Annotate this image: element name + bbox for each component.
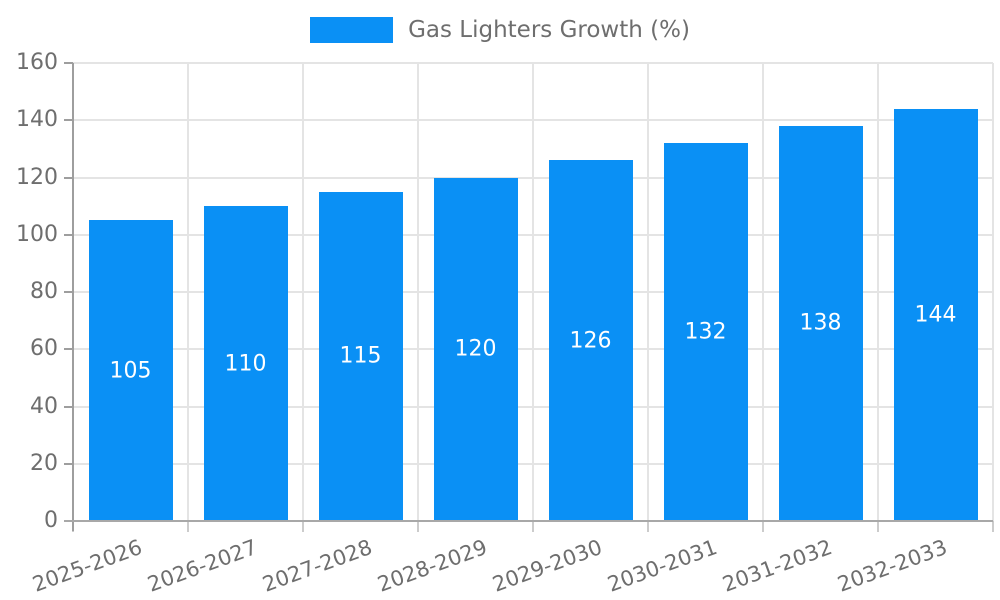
plot-area: 0 20 40 60 80 100 120 140 160 105 110 115 120 126 132 1… (16, 50, 994, 597)
x-axis-line (64, 520, 993, 522)
bar-2028-2029: 120 (433, 177, 518, 521)
y-axis-tick (64, 291, 73, 293)
gridline-vertical (532, 63, 534, 521)
y-axis-line (72, 63, 74, 531)
y-axis-label: 40 (30, 393, 58, 419)
x-axis-tick (532, 521, 534, 532)
y-axis-tick (64, 119, 73, 122)
gridline-vertical (762, 63, 764, 521)
gridline-vertical (647, 63, 649, 521)
legend-label: Gas Lighters Growth (%) (408, 17, 690, 43)
legend-swatch (310, 17, 394, 43)
bar-value-label: 105 (109, 358, 152, 384)
y-axis-tick (64, 233, 73, 236)
x-axis-tick (762, 521, 764, 532)
y-axis-tick (64, 462, 73, 465)
y-axis-tick (64, 405, 73, 408)
x-axis-tick (647, 521, 649, 532)
gridline-vertical (877, 63, 879, 521)
bar-2032-2033: 144 (893, 108, 978, 521)
y-axis-label: 0 (44, 508, 58, 533)
y-axis-label: 60 (30, 336, 58, 362)
x-axis-tick (992, 521, 994, 532)
y-axis-label: 140 (16, 107, 58, 133)
y-axis-label: 80 (30, 279, 58, 304)
bar-value-label: 144 (914, 302, 957, 328)
bar-value-label: 132 (684, 319, 727, 345)
bar-value-label: 120 (454, 336, 497, 362)
y-axis-tick (64, 176, 73, 179)
legend: Gas Lighters Growth (%) (0, 17, 1000, 43)
bar-value-label: 126 (569, 328, 612, 354)
x-axis-tick (302, 521, 304, 532)
y-axis-label: 20 (30, 450, 58, 476)
y-axis-label: 120 (16, 164, 58, 190)
bar-2030-2031: 132 (663, 143, 748, 521)
bar-value-label: 110 (224, 351, 267, 377)
bar-2025-2026: 105 (88, 220, 173, 521)
x-axis-tick (187, 521, 189, 532)
bar-value-label: 138 (799, 310, 842, 336)
bar-2029-2030: 126 (548, 160, 633, 521)
y-axis-tick (64, 62, 73, 64)
bar-value-label: 115 (339, 343, 382, 369)
bar-2027-2028: 115 (318, 191, 403, 521)
gridline-vertical (302, 63, 304, 521)
y-axis-label: 100 (16, 221, 58, 247)
gridline-vertical (187, 63, 189, 521)
bar-2031-2032: 138 (778, 125, 863, 521)
y-axis-tick (64, 348, 73, 351)
x-axis-tick (417, 521, 419, 532)
y-axis-label: 160 (16, 50, 58, 75)
gridline-vertical (992, 63, 994, 521)
x-axis-tick (877, 521, 879, 532)
bar-2026-2027: 110 (203, 206, 288, 521)
gridline-vertical (417, 63, 419, 521)
